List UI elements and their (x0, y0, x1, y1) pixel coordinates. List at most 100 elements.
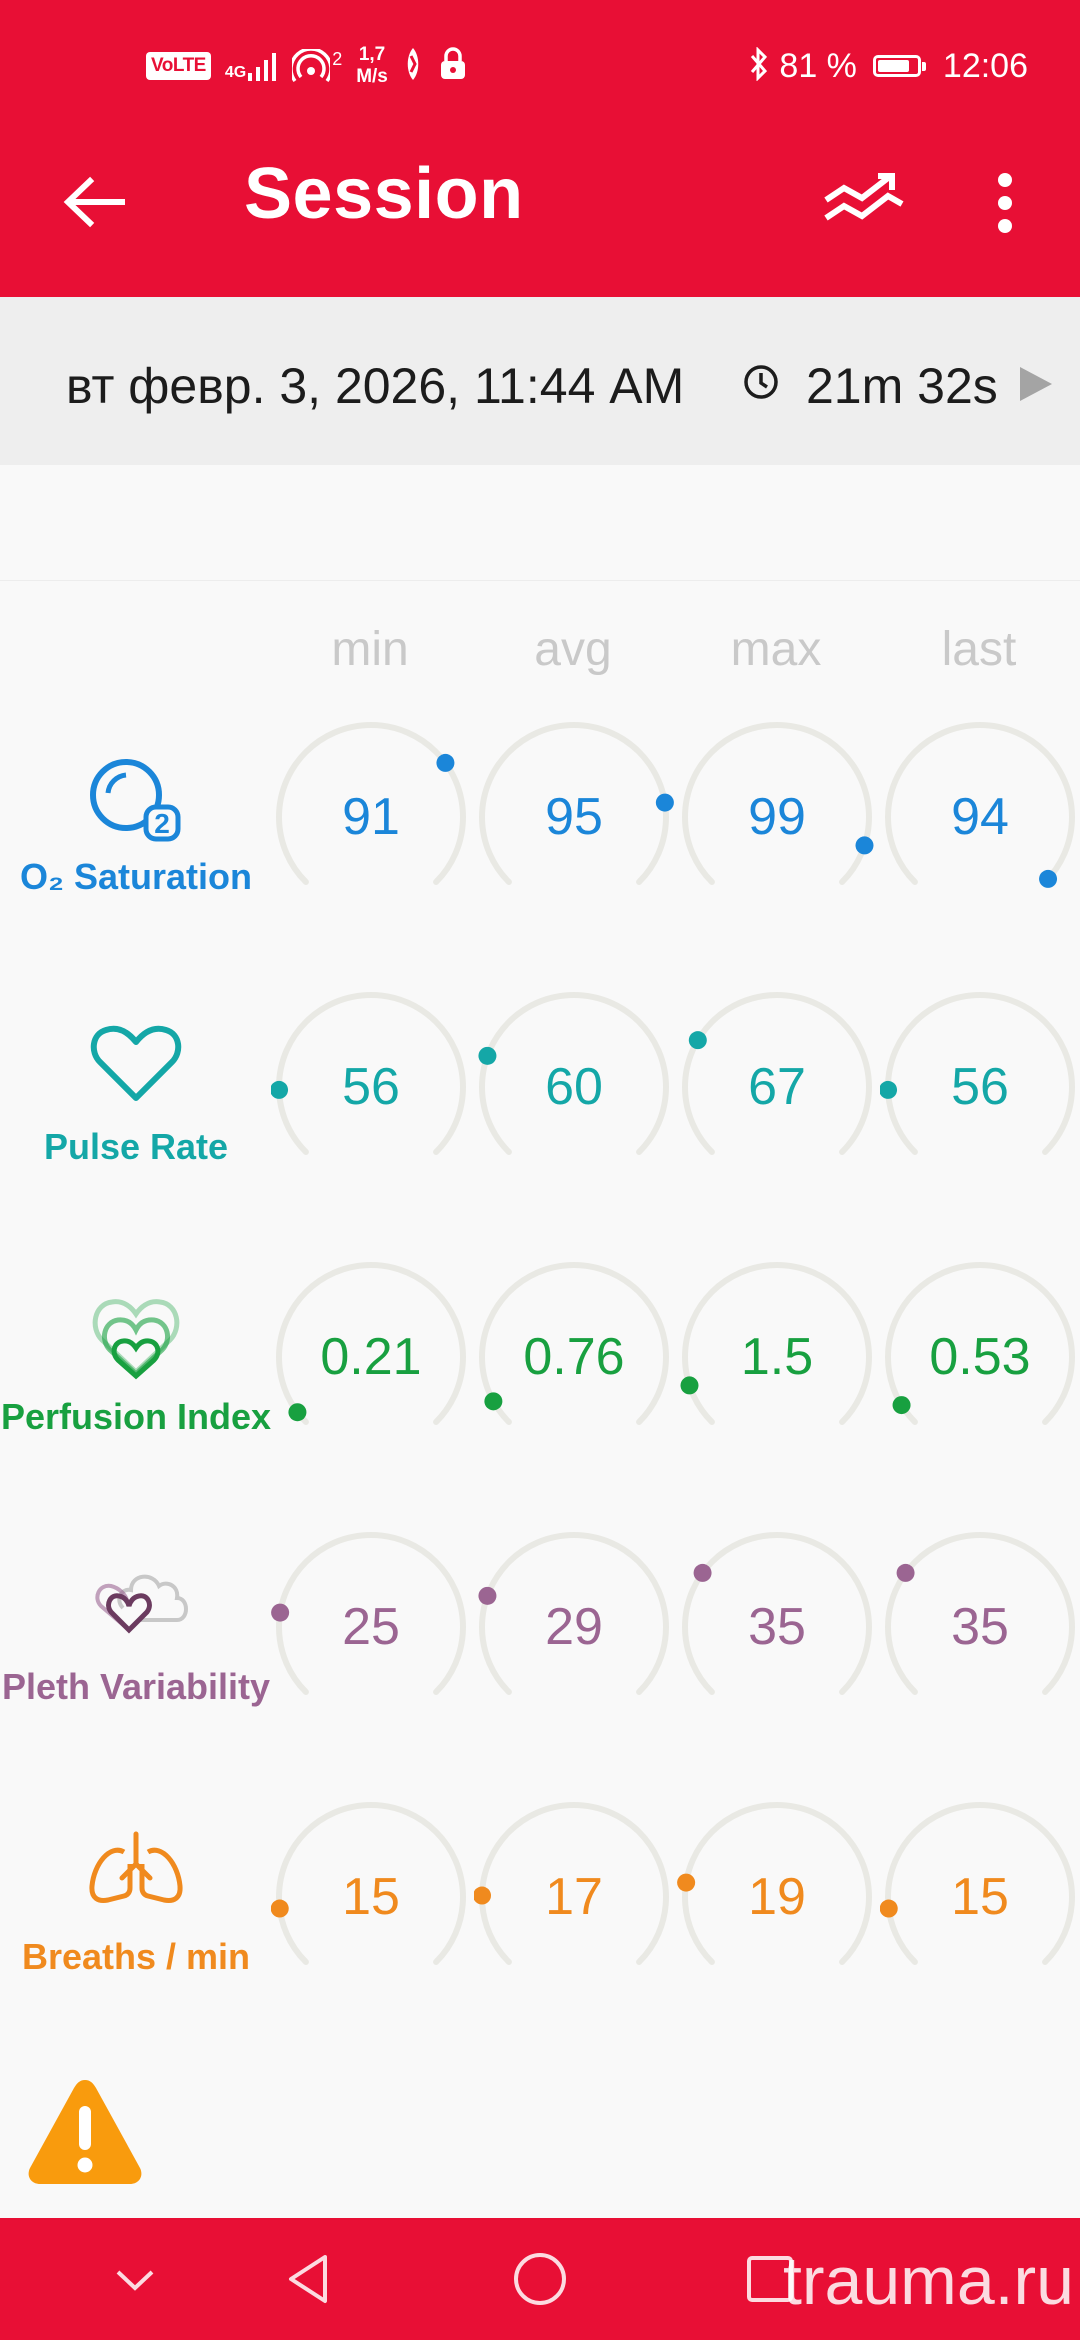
gauge-indicator-dot (688, 1031, 707, 1050)
recents-square-icon (747, 2256, 793, 2302)
gauge-indicator-dot (478, 1586, 497, 1605)
heart-icon (88, 1022, 184, 1111)
arrow-left-icon (63, 176, 125, 228)
watermark: trauma.ru (783, 2243, 1074, 2319)
gauge-track (885, 1262, 1075, 1426)
bluetooth-icon (749, 45, 769, 86)
gauge-spo2-last[interactable]: 94 (880, 717, 1080, 917)
hotspot-count: 2 (332, 49, 343, 69)
gauge-indicator-dot (896, 1563, 915, 1582)
gauge-pi-last[interactable]: 0.53 (880, 1257, 1080, 1457)
gauge-arc (682, 992, 872, 1156)
gauge-track (478, 1532, 669, 1696)
gauge-indicator-dot (655, 793, 674, 812)
metric-label: Perfusion Index (0, 1396, 272, 1437)
trend-button[interactable] (822, 168, 908, 232)
warning-button[interactable] (24, 2074, 146, 2195)
session-info-row: вт февр. 3, 2026, 11:44 AM 21m 32s (0, 297, 1080, 465)
gauge-value: 0.76 (523, 1328, 625, 1386)
gauge-pr-avg[interactable]: 60 (474, 987, 674, 1187)
signal-type-label: 4G (224, 64, 247, 81)
gauge-indicator-dot (855, 836, 874, 855)
nav-recents-button[interactable] (700, 2218, 840, 2340)
gauge-track (276, 722, 466, 886)
gauge-value: 35 (951, 1598, 1009, 1656)
gauge-pi-max[interactable]: 1.5 (677, 1257, 877, 1457)
gauge-track (474, 1802, 669, 1966)
gauge-indicator-dot (1039, 869, 1058, 888)
gauge-rr-avg[interactable]: 17 (474, 1797, 674, 1997)
nav-back-button[interactable] (238, 2218, 378, 2340)
gauge-indicator-dot (677, 1873, 696, 1892)
system-nav-bar (0, 2218, 1080, 2340)
net-speed-unit: M/s (356, 66, 388, 87)
gauge-value: 35 (748, 1598, 806, 1656)
gauge-indicator-dot (478, 1046, 497, 1065)
lock-icon (438, 46, 468, 86)
gauge-value: 56 (951, 1058, 1009, 1116)
gauge-track (880, 992, 1075, 1156)
column-header-last: last (941, 623, 1017, 676)
app-notification-icon (402, 46, 424, 87)
gauge-rr-last[interactable]: 15 (880, 1797, 1080, 1997)
gauge-track (885, 722, 1075, 888)
back-button[interactable] (60, 172, 130, 232)
gauge-arc (479, 722, 669, 886)
lungs-icon (84, 1830, 188, 1915)
gauge-arc (479, 1262, 669, 1426)
gauge-arc (682, 722, 872, 886)
gauge-rr-min[interactable]: 15 (271, 1797, 471, 1997)
battery-icon (872, 55, 926, 77)
back-triangle-icon (289, 2255, 327, 2303)
gauge-pvi-max[interactable]: 35 (677, 1527, 877, 1727)
collapse-button[interactable] (65, 2218, 205, 2340)
gauge-pvi-min[interactable]: 25 (271, 1527, 471, 1727)
gauge-value: 29 (545, 1598, 603, 1656)
gauge-track (479, 722, 674, 886)
collapse-chevron-icon (116, 2270, 154, 2291)
session-date: вт февр. 3, 2026, 11:44 AM (66, 358, 685, 414)
gauge-pi-avg[interactable]: 0.76 (474, 1257, 674, 1457)
signal-icon: 4G (225, 51, 278, 81)
gauge-indicator-dot (271, 1080, 289, 1099)
gauge-value: 94 (951, 788, 1009, 846)
gauge-value: 25 (342, 1598, 400, 1656)
gauge-pvi-avg[interactable]: 29 (474, 1527, 674, 1727)
gauge-value: 99 (748, 788, 806, 846)
gauge-pvi-last[interactable]: 35 (880, 1527, 1080, 1727)
gauge-value: 91 (342, 788, 400, 846)
session-duration: 21m 32s (806, 358, 998, 414)
gauge-spo2-min[interactable]: 91 (271, 717, 471, 917)
nav-home-button[interactable] (470, 2218, 610, 2340)
gauge-value: 0.53 (929, 1328, 1031, 1386)
more-options-button[interactable] (990, 170, 1020, 236)
column-header-max: max (730, 623, 822, 676)
gauge-pi-min[interactable]: 0.21 (271, 1257, 471, 1457)
gauge-pr-last[interactable]: 56 (880, 987, 1080, 1187)
hotspot-icon: 2 (292, 49, 342, 83)
battery-percent: 81 % (779, 46, 857, 85)
gauge-track (680, 1262, 872, 1426)
gauge-spo2-max[interactable]: 99 (677, 717, 877, 917)
gauge-indicator-dot (288, 1403, 307, 1422)
app-header: VoLTE 4G 2 1,7 M/s (0, 0, 1080, 303)
play-icon[interactable] (1018, 365, 1056, 408)
gauge-pr-min[interactable]: 56 (271, 987, 471, 1187)
gauge-value: 60 (545, 1058, 603, 1116)
gauge-track (479, 1262, 669, 1426)
gauge-arc (276, 1532, 466, 1696)
gauge-value: 17 (545, 1868, 603, 1926)
gauge-value: 1.5 (740, 1328, 814, 1386)
o2-saturation-icon: 2 (86, 755, 186, 850)
gauge-track (682, 722, 874, 886)
network-speed: 1,7 M/s (356, 44, 388, 88)
gauge-indicator-dot (892, 1396, 911, 1415)
gauge-track (677, 1802, 872, 1966)
gauge-indicator-dot (271, 1899, 289, 1918)
gauge-spo2-avg[interactable]: 95 (474, 717, 674, 917)
gauge-indicator-dot (271, 1603, 290, 1622)
gauge-pr-max[interactable]: 67 (677, 987, 877, 1187)
gauge-rr-max[interactable]: 19 (677, 1797, 877, 1997)
gauge-arc (682, 1262, 872, 1426)
gauge-track (271, 992, 466, 1156)
